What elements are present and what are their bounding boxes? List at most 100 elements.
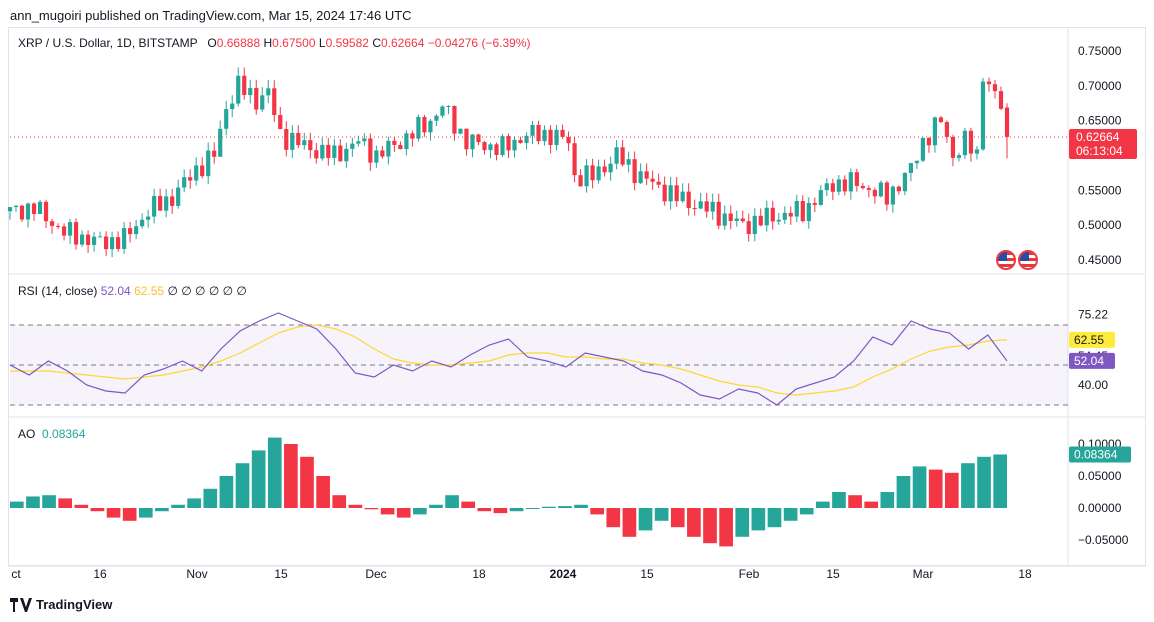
candle-body	[878, 182, 883, 197]
ao-bar	[767, 508, 782, 528]
candle-body	[356, 141, 361, 144]
ao-bar	[638, 508, 653, 531]
candle-body	[332, 145, 337, 158]
candle-body	[758, 215, 763, 226]
candle-body	[422, 117, 427, 133]
candle-body	[25, 203, 31, 220]
rsi-title[interactable]: RSI (14, close)	[18, 284, 98, 298]
candle-body	[980, 81, 986, 150]
candle-body	[476, 134, 481, 143]
ao-bar	[848, 495, 862, 508]
ao-bar	[364, 508, 379, 510]
candle-body	[986, 81, 992, 85]
ao-bar	[74, 504, 89, 508]
ao-badge	[1069, 446, 1131, 463]
candle-body	[194, 165, 199, 181]
ao-bar	[783, 508, 798, 521]
x-axis-label: Feb	[739, 567, 760, 581]
candle-body	[668, 185, 673, 202]
ao-bar	[106, 508, 121, 518]
candle-body	[326, 144, 331, 158]
x-axis-label: 2024	[550, 567, 577, 581]
rsi-axis-label: 40.00	[1078, 378, 1108, 392]
ao-bar	[912, 466, 927, 508]
candle-body	[152, 195, 157, 217]
ao-bar	[944, 472, 959, 508]
candle-body	[920, 137, 926, 161]
rsi-line	[9, 312, 1008, 406]
candle-body	[97, 236, 103, 238]
brand-text: TradingView	[36, 597, 113, 612]
candle-body	[662, 184, 667, 202]
candle-body	[308, 140, 313, 151]
ao-bar	[977, 456, 991, 508]
candle-body	[770, 207, 775, 222]
candle-body	[37, 201, 43, 214]
candle-body	[176, 187, 181, 206]
x-axis-label: 18	[472, 567, 486, 581]
candle-body	[656, 181, 661, 185]
candle-body	[728, 213, 733, 221]
candle-body	[698, 201, 703, 209]
ao-bar	[300, 456, 314, 508]
candle-body	[554, 129, 559, 146]
candle-body	[206, 150, 211, 177]
rsi-value: 52.04	[100, 284, 131, 298]
ao-bar	[251, 450, 266, 508]
candle-body	[872, 189, 877, 197]
ao-bar	[348, 504, 363, 508]
ao-title-row: AO 0.08364	[18, 427, 85, 441]
candle-body	[524, 135, 529, 144]
price-axis-label: 0.55000	[1078, 183, 1122, 197]
publisher-line: ann_mugoiri published on TradingView.com…	[10, 8, 412, 23]
rsi-badge	[1069, 352, 1115, 369]
candle-body	[49, 221, 55, 226]
candle-body	[73, 222, 79, 245]
candle-body	[686, 191, 691, 208]
ao-title[interactable]: AO	[18, 427, 36, 441]
candle-body	[848, 172, 853, 192]
ao-bar	[735, 508, 750, 537]
candle-body	[428, 120, 433, 133]
candle-body	[236, 75, 241, 104]
candle-body	[824, 183, 829, 191]
symbol-title[interactable]: XRP / U.S. Dollar, 1D, BITSTAMP	[18, 36, 198, 50]
candle-body	[584, 165, 589, 187]
candle-body	[962, 130, 968, 156]
ao-bar	[26, 496, 40, 508]
tradingview-brand[interactable]: TradingView	[10, 597, 112, 612]
candle-body	[43, 201, 49, 222]
candle-body	[470, 134, 475, 150]
candle-body	[626, 159, 631, 165]
candle-body	[746, 221, 751, 234]
economic-events[interactable]	[996, 250, 1038, 270]
ao-bar	[751, 508, 766, 531]
ao-bar	[493, 508, 508, 514]
ao-bar	[138, 508, 153, 518]
candle-body	[103, 236, 109, 250]
candle-body	[368, 138, 373, 163]
ao-bar	[122, 508, 137, 521]
candle-body	[350, 143, 355, 149]
candle-body	[320, 144, 325, 159]
candle-body	[944, 122, 950, 137]
ao-bar	[606, 508, 621, 528]
ao-bar	[90, 508, 105, 512]
candle-body	[692, 207, 697, 209]
candle-body	[494, 144, 499, 155]
candle-body	[302, 140, 307, 146]
candle-body	[782, 212, 787, 220]
ao-bar	[541, 506, 556, 508]
x-axis-label: 15	[826, 567, 840, 581]
price-axis-label: 0.50000	[1078, 218, 1122, 232]
candle-body	[998, 91, 1004, 109]
us-flag-icon[interactable]	[996, 250, 1016, 270]
us-flag-icon[interactable]	[1018, 250, 1038, 270]
ao-bar	[928, 469, 943, 508]
ao-bar	[445, 495, 459, 508]
ao-bar	[429, 504, 443, 508]
candle-body	[926, 137, 932, 146]
candle-body	[602, 166, 607, 173]
x-axis-label: 18	[1018, 567, 1032, 581]
